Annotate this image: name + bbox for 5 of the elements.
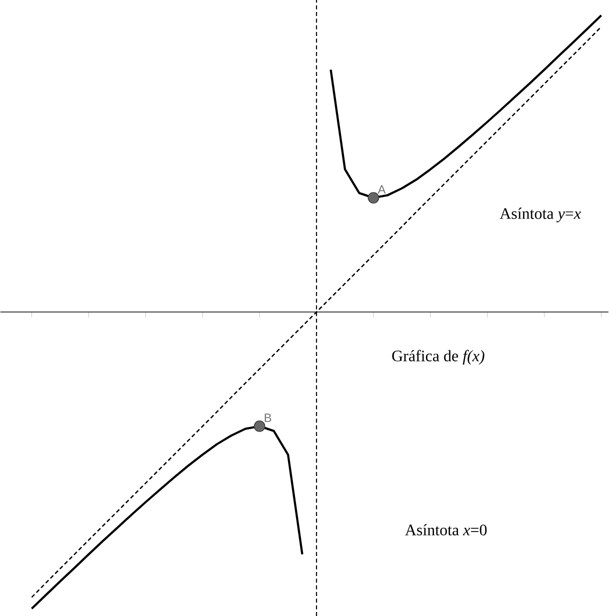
annotation: Asíntota x=0: [405, 524, 487, 536]
annotation: A: [378, 185, 386, 194]
annotation: Gráfica de f(x): [392, 350, 484, 365]
annotation: Asíntota y=x: [500, 208, 582, 222]
annotation: B: [264, 414, 272, 422]
